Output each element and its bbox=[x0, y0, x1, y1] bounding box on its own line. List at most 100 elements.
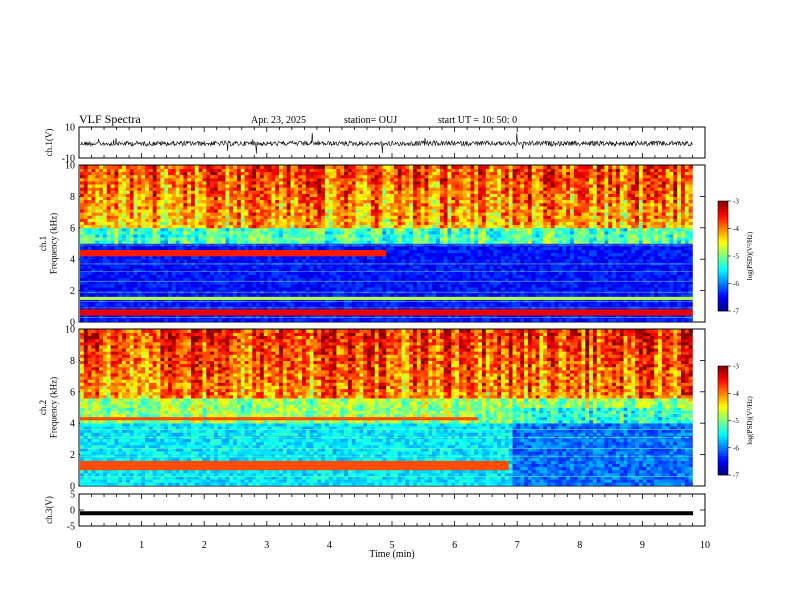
spectrogram-cell bbox=[638, 274, 644, 279]
spectrogram-cell bbox=[313, 277, 318, 282]
spectrogram-cell bbox=[677, 259, 682, 263]
spectrogram-cell bbox=[225, 287, 230, 291]
spectrogram-cell bbox=[160, 280, 165, 285]
spectrogram-cell bbox=[236, 259, 242, 263]
spectrogram-cell bbox=[466, 277, 471, 282]
spectrogram-cell bbox=[367, 246, 372, 251]
spectrogram-cell bbox=[263, 234, 268, 238]
spectrogram-cell bbox=[263, 255, 268, 260]
spectrogram-cell bbox=[428, 277, 433, 282]
spectrogram-cell bbox=[386, 249, 391, 254]
spectrogram-cell bbox=[363, 274, 368, 279]
spectrogram-cell bbox=[439, 280, 444, 285]
spectrogram-cell bbox=[102, 309, 108, 313]
spectrogram-cell bbox=[577, 287, 582, 291]
spectrogram-cell bbox=[390, 302, 395, 307]
spectrogram-cell bbox=[531, 309, 536, 313]
spectrogram-cell bbox=[592, 249, 598, 254]
spectrogram-cell bbox=[619, 259, 624, 263]
spectrogram-cell bbox=[390, 318, 395, 322]
spectrogram-cell bbox=[612, 309, 617, 313]
spectrogram-cell bbox=[324, 227, 330, 232]
spectrogram-cell bbox=[535, 234, 540, 238]
spectrogram-cell bbox=[324, 284, 330, 288]
spectrogram-cell bbox=[267, 318, 272, 322]
spectrogram-cell bbox=[298, 249, 303, 254]
spectrogram-cell bbox=[604, 265, 609, 269]
spectrogram-cell bbox=[378, 293, 383, 297]
spectrogram-cell bbox=[493, 271, 498, 275]
spectrogram-cell bbox=[210, 234, 215, 238]
spectrogram-cell bbox=[608, 231, 613, 235]
spectrogram-cell bbox=[244, 265, 249, 269]
spectrogram-cell bbox=[393, 280, 399, 285]
spectrogram-cell bbox=[305, 309, 310, 313]
spectrogram-cell bbox=[512, 271, 517, 275]
spectrogram-cell bbox=[524, 265, 529, 269]
spectrogram-cell bbox=[340, 296, 345, 300]
spectrogram-cell bbox=[374, 234, 379, 238]
spectrogram-cell bbox=[347, 227, 353, 232]
spectrogram-cell bbox=[279, 255, 284, 260]
spectrogram-cell bbox=[569, 296, 575, 300]
spectrogram-cell bbox=[141, 255, 146, 260]
spectrogram-cell bbox=[432, 255, 437, 260]
spectrogram-cell bbox=[225, 271, 230, 275]
spectrogram-cell bbox=[512, 284, 517, 288]
spectrogram-cell bbox=[592, 277, 598, 282]
spectrogram-cell bbox=[202, 302, 207, 307]
spectrogram-cell bbox=[615, 296, 621, 300]
spectrogram-cell bbox=[187, 296, 192, 300]
spectrogram-cell bbox=[604, 234, 609, 238]
spectrogram-cell bbox=[439, 252, 444, 257]
spectrogram-cell bbox=[458, 318, 464, 322]
spectrogram-cell bbox=[83, 293, 88, 297]
spectrogram-cell bbox=[248, 287, 253, 291]
spectrogram-cell bbox=[171, 284, 176, 288]
spectrogram-cell bbox=[681, 293, 686, 297]
spectrogram-cell bbox=[447, 274, 452, 279]
spectrogram-cell bbox=[589, 293, 594, 297]
spectrogram-cell bbox=[405, 274, 410, 279]
spectrogram-cell bbox=[87, 312, 92, 316]
spectrogram-cell bbox=[642, 296, 647, 300]
spectrogram-cell bbox=[677, 271, 682, 275]
spectrogram-cell bbox=[604, 259, 609, 263]
spectrogram-cell bbox=[87, 274, 92, 279]
spectrogram-cell bbox=[470, 293, 475, 297]
spectrogram-cell bbox=[573, 296, 578, 300]
spectrogram-cell bbox=[470, 246, 475, 251]
spectrogram-cell bbox=[646, 271, 651, 275]
spectrogram-cell bbox=[324, 280, 330, 285]
spectrogram-cell bbox=[355, 259, 360, 263]
spectrogram-cell bbox=[554, 315, 559, 319]
spectrogram-cell bbox=[493, 234, 498, 238]
spectrogram-cell bbox=[321, 259, 326, 263]
spectrogram-cell bbox=[428, 302, 433, 307]
spectrogram-cell bbox=[263, 315, 268, 319]
spectrogram-cell bbox=[168, 234, 173, 238]
spectrogram-cell bbox=[294, 240, 299, 244]
spectrogram-cell bbox=[592, 265, 598, 269]
spectrogram-cell bbox=[256, 312, 261, 316]
spectrogram-cell bbox=[432, 231, 437, 235]
spectrogram-cell bbox=[535, 268, 540, 272]
spectrogram-cell bbox=[581, 252, 586, 257]
spectrogram-cell bbox=[336, 268, 341, 272]
spectrogram-cell bbox=[233, 234, 238, 238]
spectrogram-cell bbox=[466, 274, 471, 279]
spectrogram-cell bbox=[638, 309, 644, 313]
spectrogram-cell bbox=[531, 255, 536, 260]
spectrogram-cell bbox=[91, 280, 96, 285]
spectrogram-cell bbox=[133, 312, 138, 316]
spectrogram-cell bbox=[447, 227, 452, 232]
spectrogram-cell bbox=[160, 252, 165, 257]
spectrogram-cell bbox=[206, 252, 211, 257]
spectrogram-cell bbox=[91, 259, 96, 263]
spectrogram-cell bbox=[137, 302, 142, 307]
spectrogram-cell bbox=[512, 315, 517, 319]
spectrogram-cell bbox=[550, 274, 555, 279]
spectrogram-cell bbox=[665, 287, 670, 291]
spectrogram-cell bbox=[202, 240, 207, 244]
spectrogram-cell bbox=[485, 246, 490, 251]
